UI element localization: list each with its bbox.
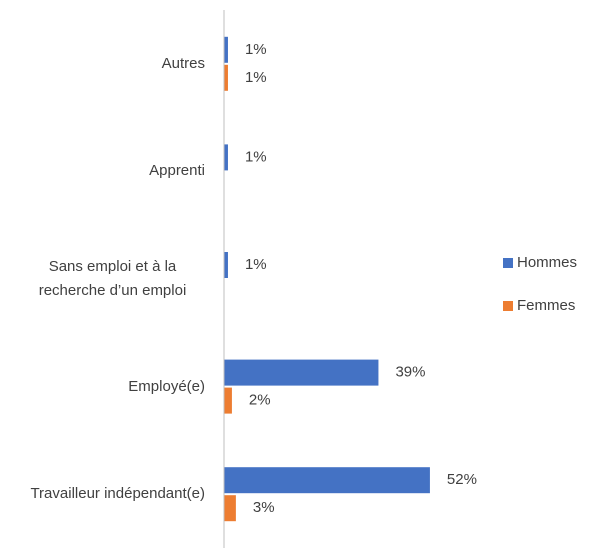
category-text: Travailleur indépendant(e) bbox=[30, 485, 205, 503]
legend-swatch bbox=[503, 301, 513, 311]
bar bbox=[224, 495, 236, 522]
legend-label: Femmes bbox=[517, 297, 575, 314]
category-text: Sans emploi et à la recherche d’un emplo… bbox=[38, 258, 187, 299]
value-label: 3% bbox=[253, 499, 275, 516]
category-label: Autres bbox=[162, 34, 205, 94]
value-label: 1% bbox=[245, 148, 267, 165]
value-label: 1% bbox=[245, 256, 267, 273]
value-label: 1% bbox=[245, 69, 267, 86]
legend-swatch bbox=[503, 258, 513, 268]
category-text: Autres bbox=[161, 54, 205, 72]
category-label: Travailleur indépendant(e) bbox=[30, 464, 205, 524]
category-text: Apprenti bbox=[149, 162, 205, 180]
bar bbox=[224, 144, 228, 171]
bar bbox=[224, 64, 228, 91]
bar bbox=[224, 387, 232, 414]
bar bbox=[224, 467, 430, 494]
category-label: Sans emploi et à la recherche d’un emplo… bbox=[20, 249, 205, 309]
category-label: Employé(e) bbox=[128, 357, 205, 417]
value-label: 52% bbox=[447, 471, 477, 488]
category-text: Employé(e) bbox=[128, 377, 205, 395]
value-label: 39% bbox=[395, 364, 425, 381]
bar bbox=[224, 359, 379, 386]
legend-label: Hommes bbox=[517, 254, 577, 271]
bar bbox=[224, 36, 228, 63]
value-label: 1% bbox=[245, 41, 267, 58]
bar bbox=[224, 252, 228, 278]
category-label: Apprenti bbox=[149, 141, 205, 201]
value-label: 2% bbox=[249, 392, 271, 409]
